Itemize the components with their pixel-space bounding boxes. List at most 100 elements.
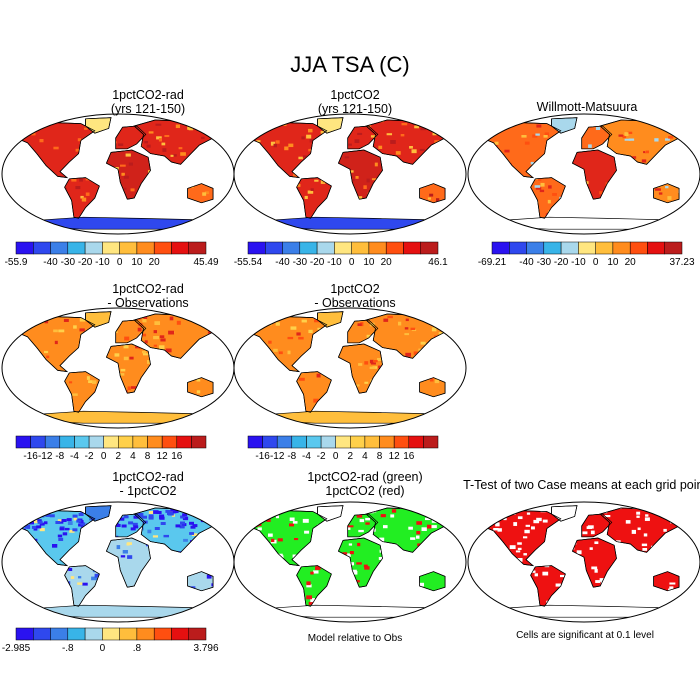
- colorbar-swatch: [188, 241, 207, 255]
- world-map-p3: [467, 113, 700, 235]
- colorbar-swatch: [74, 435, 90, 449]
- colorbar-swatch: [67, 627, 86, 641]
- colorbar-swatch: [385, 241, 404, 255]
- colorbar-swatch: [379, 435, 395, 449]
- panel-title-line: 1pctCO2-rad: [112, 282, 184, 296]
- continent-ant: [495, 216, 673, 230]
- colorbar-tick-label: -2: [85, 451, 94, 462]
- colorbar-tick-label: 37.23: [669, 257, 694, 268]
- colorbar-swatch: [368, 241, 387, 255]
- colorbar-tick-label: -30: [61, 257, 76, 268]
- colorbar-swatch: [316, 241, 335, 255]
- world-map-p9: [467, 501, 700, 623]
- colorbar-swatch: [191, 435, 207, 449]
- world-map-p4: [1, 307, 235, 429]
- colorbar-tick-label: -8: [287, 451, 296, 462]
- colorbar-tick-label: -55.9: [5, 257, 28, 268]
- colorbar-swatch: [102, 241, 120, 255]
- continent-ant: [261, 410, 439, 424]
- map-frame: [467, 113, 700, 235]
- colorbar-swatch: [118, 435, 134, 449]
- colorbar-swatch: [350, 435, 366, 449]
- colorbar-tick-label: -2.985: [2, 643, 31, 654]
- colorbar-swatch: [33, 627, 51, 641]
- colorbar-swatch: [15, 241, 34, 255]
- colorbar-tick-label: 4: [130, 451, 136, 462]
- colorbar-swatch: [291, 435, 307, 449]
- colorbar-swatch: [102, 627, 120, 641]
- colorbar-tick-label: 0: [100, 643, 106, 654]
- colorbar-swatch: [59, 435, 75, 449]
- colorbar-tick-label: 4: [362, 451, 368, 462]
- panel-title-willmott: Willmott-Matsuura: [472, 100, 700, 114]
- panel-title-1pctco2-rad: 1pctCO2-rad (yrs 121-150): [33, 88, 263, 116]
- panel-title-green-red: 1pctCO2-rad (green) 1pctCO2 (red): [250, 470, 480, 498]
- continent-af: [571, 537, 617, 588]
- colorbar-tick-label: -20: [554, 257, 569, 268]
- colorbar-tick-label: 45.49: [193, 257, 218, 268]
- colorbar-tick-label: -16: [23, 451, 38, 462]
- colorbar-swatch: [15, 627, 34, 641]
- colorbar-swatch: [299, 241, 318, 255]
- colorbar-swatch: [595, 241, 614, 255]
- continent-af: [105, 149, 151, 200]
- colorbar-swatch: [306, 435, 322, 449]
- continent-sa: [296, 177, 332, 219]
- panel-title-1pctco2: 1pctCO2 (yrs 121-150): [240, 88, 470, 116]
- continent-ant: [29, 410, 207, 424]
- colorbar-tick-label: -16: [255, 451, 270, 462]
- colorbar-tick-label: -.8: [62, 643, 74, 654]
- continent-ant: [495, 604, 673, 618]
- colorbar-swatch: [30, 435, 46, 449]
- colorbar-tick-label: -40: [43, 257, 58, 268]
- world-map-p8: [233, 501, 467, 623]
- colorbar-swatch: [393, 435, 410, 449]
- colorbar-swatch: [119, 241, 138, 255]
- colorbar-swatch: [50, 241, 69, 255]
- colorbar-tick-label: -12: [270, 451, 285, 462]
- figure-title: JJA TSA (C): [290, 52, 410, 77]
- colorbar-swatch: [171, 241, 190, 255]
- colorbar-tick-label: 46.1: [428, 257, 448, 268]
- colorbar-tick-label: 16: [403, 451, 415, 462]
- colorbar-swatch: [276, 435, 293, 449]
- colorbar-swatch: [247, 241, 266, 255]
- colorbar-swatch: [403, 241, 422, 255]
- colorbar-tick-label: 0: [117, 257, 123, 268]
- colorbar-tick-label: -30: [293, 257, 308, 268]
- colorbar-tick-label: 20: [149, 257, 161, 268]
- colorbar-swatch: [132, 435, 148, 449]
- note-significance: Cells are significant at 0.1 level: [516, 630, 654, 641]
- panel-title-line: T-Test of two Case means at each grid po…: [463, 478, 700, 492]
- colorbar-swatch: [176, 435, 192, 449]
- colorbar-tick-label: -10: [571, 257, 586, 268]
- colorbar-swatch: [33, 241, 51, 255]
- continent-na: [247, 510, 328, 567]
- colorbar-tick-label: -8: [55, 451, 64, 462]
- map-frame: [233, 501, 467, 623]
- colorbar-tick-label: 10: [131, 257, 143, 268]
- panel-title-co2-minus-obs: 1pctCO2 - Observations: [240, 282, 470, 310]
- colorbar-swatch: [629, 241, 648, 255]
- colorbar-tick-label: -4: [70, 451, 79, 462]
- colorbar-swatch: [320, 435, 336, 449]
- colorbar-tick-label: -55.54: [234, 257, 263, 268]
- panel-title-line: - Observations: [314, 296, 396, 310]
- colorbar-swatch: [15, 435, 31, 449]
- colorbar-swatch: [364, 435, 380, 449]
- colorbar-tick-label: 16: [171, 451, 183, 462]
- continent-sa: [296, 371, 332, 413]
- colorbar-swatch: [153, 627, 172, 641]
- continent-af: [571, 149, 617, 200]
- continent-ant: [29, 604, 207, 618]
- colorbar-swatch: [420, 241, 439, 255]
- colorbar-tick-label: 12: [157, 451, 169, 462]
- colorbar-tick-label: -20: [78, 257, 93, 268]
- map-frame: [467, 501, 700, 623]
- colorbar-tick-label: 0: [349, 257, 355, 268]
- colorbar-tick-label: 10: [363, 257, 375, 268]
- colorbar-swatch: [612, 241, 631, 255]
- continent-na: [15, 510, 96, 567]
- colorbar-cb1: -55.9 -40 -30 -20 -10 0 10 20 45.49: [5, 241, 219, 268]
- colorbar-swatch: [334, 241, 352, 255]
